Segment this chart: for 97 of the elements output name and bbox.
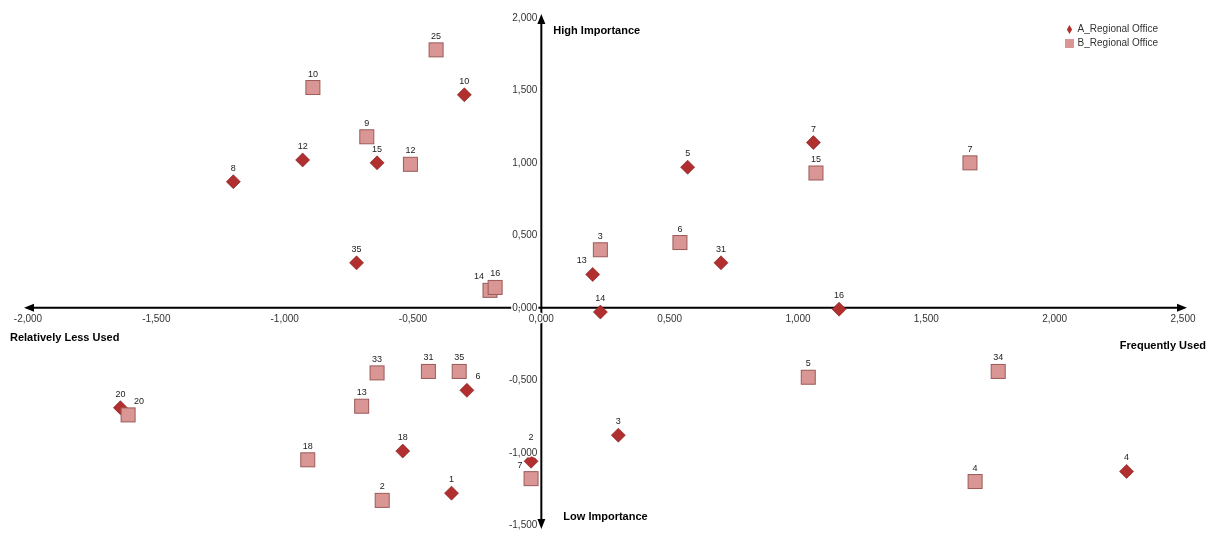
annotation: 20 — [134, 395, 145, 406]
y-tick-label: 2,000 — [512, 12, 538, 23]
annotation: 18 — [302, 440, 313, 451]
point — [305, 80, 321, 96]
y-tick-label: -0,500 — [508, 374, 538, 386]
annotation: 1 — [448, 474, 455, 485]
annotation: 6 — [475, 371, 481, 382]
annotation: 7 — [967, 143, 973, 154]
annotation: 4 — [972, 462, 978, 473]
point — [523, 471, 539, 487]
annotation: 13 — [576, 255, 587, 266]
x-tick-label: -2,000 — [13, 312, 43, 324]
y-tick-label: -1,500 — [508, 519, 538, 530]
annotation: Low Importance — [563, 510, 648, 522]
annotation: 14 — [595, 293, 606, 304]
annotation: 2 — [379, 481, 385, 492]
y-tick-label: 0,500 — [512, 229, 538, 241]
point — [354, 398, 370, 414]
point — [611, 427, 626, 443]
annotation: 12 — [405, 145, 416, 156]
point — [402, 156, 418, 172]
point — [672, 235, 688, 251]
annotation: 7 — [810, 123, 816, 134]
point — [359, 129, 375, 145]
point — [451, 363, 467, 379]
point — [395, 443, 411, 459]
point — [120, 407, 136, 423]
point — [226, 174, 241, 189]
y-tick-label: -1,000 — [508, 446, 538, 458]
point — [831, 301, 847, 317]
annotation: 18 — [397, 432, 408, 443]
point — [967, 474, 983, 490]
point — [374, 492, 390, 508]
annotation: 13 — [356, 387, 367, 398]
annotation: 8 — [230, 162, 236, 173]
annotation: 7 — [517, 459, 523, 470]
point — [459, 382, 475, 398]
point — [369, 155, 385, 171]
annotation: 15 — [810, 154, 821, 164]
annotation: 5 — [685, 148, 691, 159]
annotation: 34 — [993, 352, 1004, 363]
annotation: 12 — [297, 140, 308, 151]
annotation: 9 — [364, 117, 370, 128]
annotation: 31 — [715, 243, 727, 254]
x-tick-label: 1,000 — [785, 312, 811, 324]
point — [806, 135, 821, 150]
annotation: 10 — [459, 75, 470, 86]
annotation: 5 — [805, 358, 811, 369]
annotation: 3 — [615, 416, 621, 427]
annotation: 20 — [115, 388, 126, 399]
point — [713, 255, 729, 271]
point — [1119, 464, 1134, 479]
legend-label: B_Regional Office — [1077, 37, 1158, 48]
point — [800, 369, 816, 385]
annotation: 4 — [1124, 452, 1130, 463]
x-tick-label: -1,000 — [270, 312, 300, 324]
annotation: Frequently Used — [1119, 338, 1206, 351]
annotation: 2 — [528, 432, 534, 443]
point — [300, 452, 316, 468]
x-tick-label: 2,500 — [1170, 312, 1196, 324]
annotation: 33 — [372, 353, 383, 364]
y-tick-label: 1,500 — [512, 84, 538, 96]
annotation: 3 — [597, 230, 603, 241]
point — [420, 363, 436, 379]
x-tick-label: -0,500 — [398, 312, 428, 324]
annotation: Relatively Less Used — [10, 330, 120, 343]
annotation: 15 — [372, 143, 383, 154]
y-tick-label: 1,000 — [512, 156, 538, 168]
annotation: 35 — [454, 352, 465, 363]
x-tick-label: 1,500 — [913, 312, 940, 324]
point — [990, 363, 1006, 379]
x-tick-label: -1,500 — [142, 312, 171, 324]
x-tick-label: 0,500 — [657, 312, 683, 324]
point — [428, 42, 444, 58]
annotation: 25 — [431, 30, 442, 41]
point — [593, 304, 608, 320]
point — [457, 87, 472, 103]
annotation: 35 — [351, 243, 362, 254]
point — [808, 165, 824, 181]
annotation: High Importance — [553, 24, 641, 36]
point — [592, 242, 608, 258]
annotation: 10 — [307, 68, 318, 79]
annotation: 14 — [473, 271, 485, 282]
point — [680, 159, 695, 175]
point — [349, 255, 364, 271]
legend-label: A_Regional Office — [1077, 23, 1158, 34]
point — [487, 279, 503, 295]
annotation: 16 — [490, 268, 501, 279]
point — [585, 267, 600, 282]
x-tick-label: 2,000 — [1042, 312, 1068, 324]
point — [295, 152, 310, 168]
annotation: 16 — [834, 290, 845, 301]
annotation: 6 — [677, 223, 683, 234]
point — [369, 365, 385, 381]
annotation: 31 — [423, 352, 434, 363]
point — [444, 485, 459, 501]
point — [962, 155, 978, 171]
